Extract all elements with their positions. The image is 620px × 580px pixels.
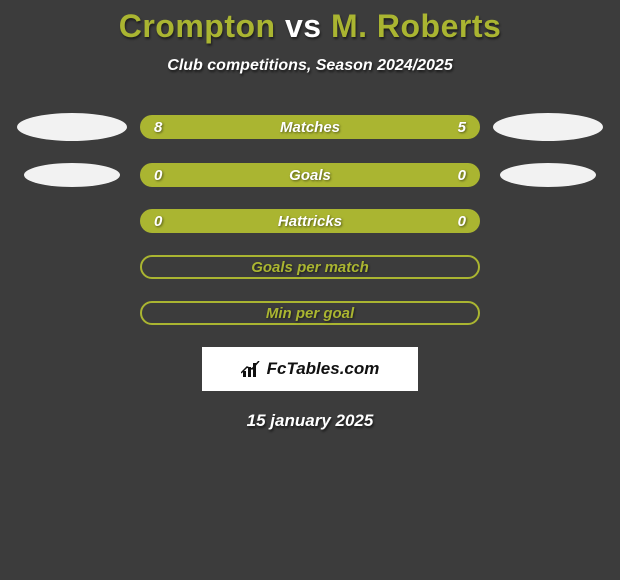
source-badge-text: FcTables.com bbox=[267, 359, 380, 379]
player2-photo bbox=[500, 163, 596, 187]
stat-right-value: 5 bbox=[458, 119, 466, 136]
player2-photo-slot bbox=[488, 163, 608, 187]
stat-label: Hattricks bbox=[142, 213, 478, 230]
stat-right-value: 0 bbox=[458, 213, 466, 230]
subtitle: Club competitions, Season 2024/2025 bbox=[0, 57, 620, 75]
stat-row: Min per goal bbox=[0, 301, 620, 325]
stat-left-value: 8 bbox=[154, 119, 162, 136]
player1-photo-slot bbox=[12, 113, 132, 141]
stat-row: 0Goals0 bbox=[0, 163, 620, 187]
stat-row: Goals per match bbox=[0, 255, 620, 279]
player1-photo bbox=[17, 113, 127, 141]
stat-left-value: 0 bbox=[154, 167, 162, 184]
player1-photo bbox=[24, 163, 120, 187]
source-badge: FcTables.com bbox=[202, 347, 418, 391]
stat-label: Goals per match bbox=[142, 259, 478, 276]
stat-label: Matches bbox=[142, 119, 478, 136]
chart-icon bbox=[241, 361, 261, 377]
stat-bar: Min per goal bbox=[140, 301, 480, 325]
stat-row: 0Hattricks0 bbox=[0, 209, 620, 233]
comparison-title: Crompton vs M. Roberts bbox=[0, 0, 620, 45]
stat-label: Goals bbox=[142, 167, 478, 184]
player1-photo-slot bbox=[12, 163, 132, 187]
stat-right-value: 0 bbox=[458, 167, 466, 184]
stat-bar: 0Hattricks0 bbox=[140, 209, 480, 233]
stat-bar: 8Matches5 bbox=[140, 115, 480, 139]
player2-photo bbox=[493, 113, 603, 141]
stats-container: 8Matches50Goals00Hattricks0Goals per mat… bbox=[0, 113, 620, 325]
stat-bar: Goals per match bbox=[140, 255, 480, 279]
stat-label: Min per goal bbox=[142, 305, 478, 322]
stat-row: 8Matches5 bbox=[0, 113, 620, 141]
player1-name: Crompton bbox=[119, 8, 276, 44]
player2-name: M. Roberts bbox=[331, 8, 501, 44]
vs-separator: vs bbox=[285, 8, 322, 44]
stat-left-value: 0 bbox=[154, 213, 162, 230]
stat-bar: 0Goals0 bbox=[140, 163, 480, 187]
player2-photo-slot bbox=[488, 113, 608, 141]
date-label: 15 january 2025 bbox=[0, 411, 620, 431]
